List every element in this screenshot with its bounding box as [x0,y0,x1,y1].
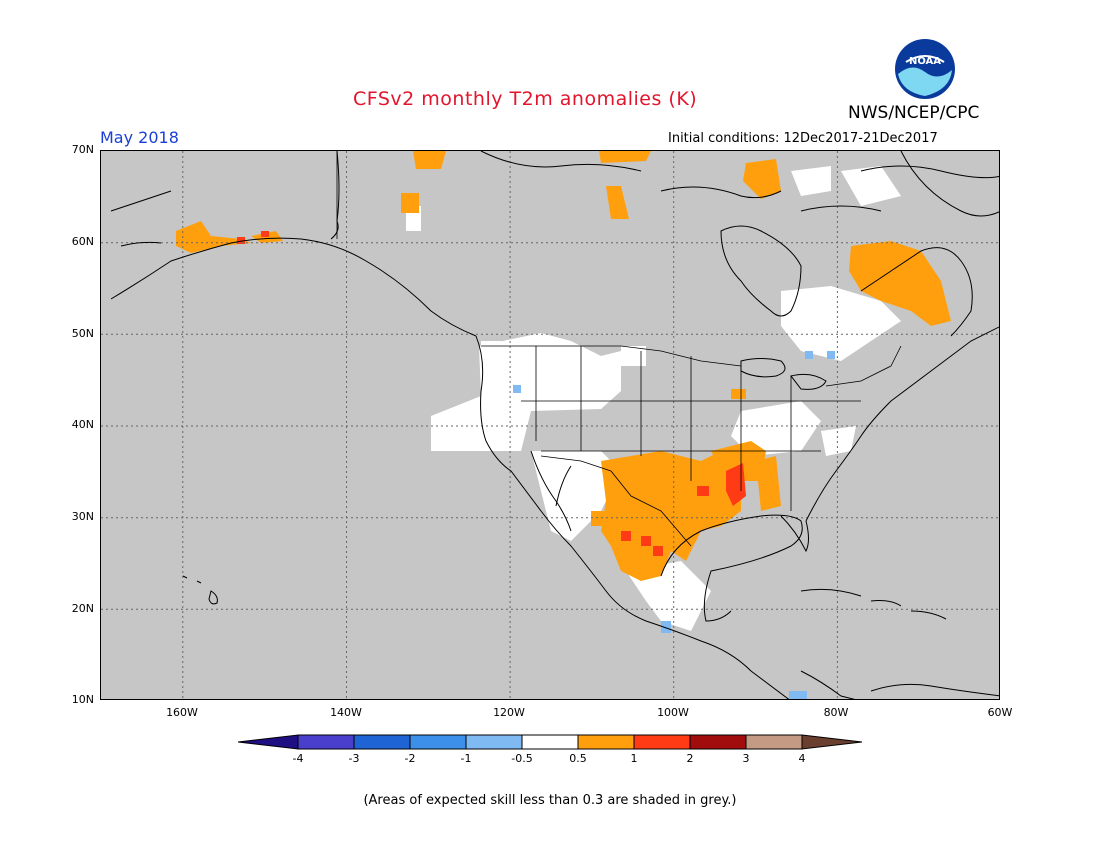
colorbar-label: 3 [742,752,750,765]
agency-label: NWS/NCEP/CPC [848,103,980,123]
colorbar-label: 1 [630,752,638,765]
colorbar-segment [465,734,523,750]
anomaly-map [100,150,1000,700]
skill-note: (Areas of expected skill less than 0.3 a… [363,793,737,808]
noaa-logo: NOAA [894,38,956,100]
valid-month: May 2018 [100,128,179,147]
lon-label: 120W [493,706,525,719]
colorbar-segment [237,734,299,750]
chart-title: CFSv2 monthly T2m anomalies (K) [353,88,698,110]
colorbar-label: 4 [798,752,806,765]
colorbar-label: -1 [460,752,472,765]
colorbar [237,734,863,754]
warm-anomaly-areas [176,151,951,581]
colorbar-label: -2 [404,752,416,765]
lat-label: 60N [71,235,94,248]
lon-label: 140W [330,706,362,719]
lat-label: 10N [71,693,94,706]
lat-label: 30N [71,510,94,523]
colorbar-segment [745,734,803,750]
lat-label: 40N [71,418,94,431]
colorbar-segment [689,734,747,750]
borders [336,151,902,547]
colorbar-segment [633,734,691,750]
lat-label: 50N [71,327,94,340]
graticule [101,151,999,699]
colorbar-label: -0.5 [511,752,533,765]
lat-label: 20N [71,602,94,615]
lon-label: 60W [987,706,1013,719]
lat-label: 70N [71,143,94,156]
colorbar-segment [409,734,467,750]
initial-conditions: Initial conditions: 12Dec2017-21Dec2017 [668,131,938,146]
lon-label: 80W [823,706,849,719]
colorbar-segment [353,734,411,750]
colorbar-label: 0.5 [569,752,587,765]
cool-anomaly-areas [513,351,835,699]
near-normal-areas [406,166,901,631]
colorbar-segment [577,734,635,750]
svg-text:NOAA: NOAA [909,56,941,67]
coastlines [110,151,999,699]
colorbar-label: 2 [686,752,694,765]
colorbar-segment [521,734,579,750]
colorbar-segment [801,734,863,750]
colorbar-segment [297,734,355,750]
lon-label: 160W [166,706,198,719]
colorbar-label: -4 [292,752,304,765]
colorbar-label: -3 [348,752,360,765]
lon-label: 100W [657,706,689,719]
